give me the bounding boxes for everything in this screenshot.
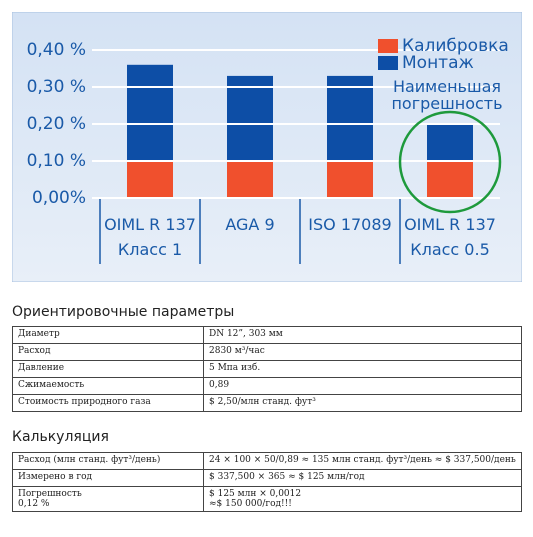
- params-title: Ориентировочные параметры: [12, 304, 235, 320]
- legend-swatch: [378, 39, 398, 53]
- annotation: Наименьшая погрешность: [391, 77, 503, 113]
- table-cell: $ 125 млн × 0,0012 ≈$ 150 000/год!!!: [203, 486, 522, 512]
- y-tick-label: 0,00%: [32, 188, 86, 208]
- table-cell: 0,89: [203, 377, 522, 395]
- table-cell: 5 Мпа изб.: [203, 360, 522, 378]
- bar-segment: [127, 64, 173, 161]
- table-row: Диаметр DN 12”, 303 мм: [12, 326, 522, 344]
- legend-swatch: [378, 56, 398, 70]
- params-table: Диаметр DN 12”, 303 мм Расход 2830 м³/час Да…: [12, 326, 522, 412]
- table-row: Сжимаемость 0,89: [12, 377, 522, 395]
- table-cell: Измерено в год: [12, 469, 204, 487]
- table-row: Стоимость природного газа $ 2,50/млн стан…: [12, 394, 522, 412]
- chart-panel: 0,00% 0,10 % 0,20 % 0,30 % 0,40 % Калибровка М…: [11, 11, 523, 283]
- table-row: Расход 2830 м³/час: [12, 343, 522, 361]
- bar-segment: [227, 75, 273, 161]
- table-row: Давление 5 Мпа изб.: [12, 360, 522, 378]
- bar-segment: [327, 75, 373, 161]
- highlight-circle: [398, 110, 502, 214]
- table-cell: Давление: [12, 360, 204, 378]
- table-cell: Погрешность 0,12 %: [12, 486, 204, 512]
- table-cell: Сжимаемость: [12, 377, 204, 395]
- table-cell: Стоимость природного газа: [12, 394, 204, 412]
- x-tick-label: OIML R 137 Класс 0.5: [404, 215, 496, 259]
- bar-segment: [427, 124, 473, 161]
- y-tick-label: 0,40 %: [27, 40, 86, 60]
- table-row: Расход (млн станд. фут³/день) 24 × 100 × …: [12, 452, 522, 470]
- y-tick-label: 0,10 %: [27, 151, 86, 171]
- table-cell: 2830 м³/час: [203, 343, 522, 361]
- bar-segment: [227, 161, 273, 198]
- x-tick-label: AGA 9: [225, 215, 275, 234]
- calc-title: Калькуляция: [12, 429, 109, 445]
- y-tick-label: 0,20 %: [27, 114, 86, 134]
- x-tick-label: OIML R 137 Класс 1: [104, 215, 196, 259]
- table-cell: Расход (млн станд. фут³/день): [12, 452, 204, 470]
- table-cell: $ 2,50/млн станд. фут³: [203, 394, 522, 412]
- table-cell: 24 × 100 × 50/0,89 ≈ 135 млн станд. фут³…: [203, 452, 522, 470]
- table-row: Измерено в год $ 337,500 × 365 ≈ $ 125 мл…: [12, 469, 522, 487]
- table-cell: Диаметр: [12, 326, 204, 344]
- table-row: Погрешность 0,12 % $ 125 млн × 0,0012 ≈$ …: [12, 486, 522, 512]
- bar-segment: [127, 161, 173, 198]
- table-cell: $ 337,500 × 365 ≈ $ 125 млн/год: [203, 469, 522, 487]
- bar-segment: [427, 161, 473, 198]
- table-cell: DN 12”, 303 мм: [203, 326, 522, 344]
- legend-label: Калибровка: [402, 36, 509, 56]
- chart: 0,00% 0,10 % 0,20 % 0,30 % 0,40 % КалибровкаМ…: [11, 11, 523, 283]
- x-tick-label: ISO 17089: [308, 215, 392, 234]
- y-tick-label: 0,30 %: [27, 77, 86, 97]
- calc-table: Расход (млн станд. фут³/день) 24 × 100 × …: [12, 452, 522, 512]
- bar-segment: [327, 161, 373, 198]
- legend-label: Монтаж: [402, 53, 474, 73]
- table-cell: Расход: [12, 343, 204, 361]
